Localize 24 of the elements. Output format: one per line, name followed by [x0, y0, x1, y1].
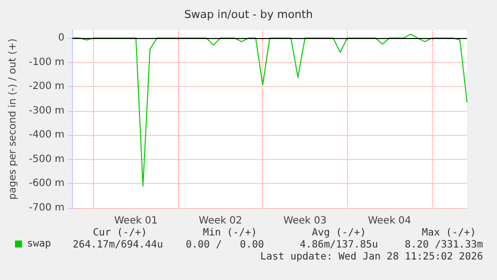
text: Last update: Wed Jan 28 11:25:02 2026: [260, 252, 484, 262]
x-tick-label: Week 01: [114, 216, 158, 226]
y-tick-label: -100 m: [28, 56, 65, 68]
text: 4.86m/137.85u: [300, 240, 378, 250]
text: 264.17m/694.44u: [72, 240, 164, 250]
x-tick-label: Week 04: [368, 216, 412, 226]
y-tick-label: -600 m: [28, 178, 65, 190]
x-tick-label: Week 02: [198, 216, 242, 226]
text: Cur (-/+): [92, 228, 148, 238]
text: Min (-/+): [202, 228, 258, 238]
x-tick-label: Week 03: [283, 216, 327, 226]
text: Avg (-/+): [312, 228, 366, 238]
text: Max (-/+): [422, 228, 476, 238]
text: 0.00 / 0.00: [186, 240, 264, 250]
y-tick-label: -200 m: [28, 81, 65, 92]
y-tick-label: -400 m: [28, 130, 65, 141]
y-tick-label: -700 m: [28, 202, 65, 214]
y-tick-label: 0: [58, 32, 65, 44]
text: 8.20 /331.33m: [404, 240, 484, 250]
legend-label: swap: [27, 238, 52, 250]
y-tick-label: -500 m: [28, 154, 65, 165]
y-tick-label: -300 m: [28, 105, 65, 116]
chart-title: Swap in/out - by month: [184, 8, 313, 21]
y-axis-title: pages per second in (-) / out (+): [8, 38, 18, 200]
